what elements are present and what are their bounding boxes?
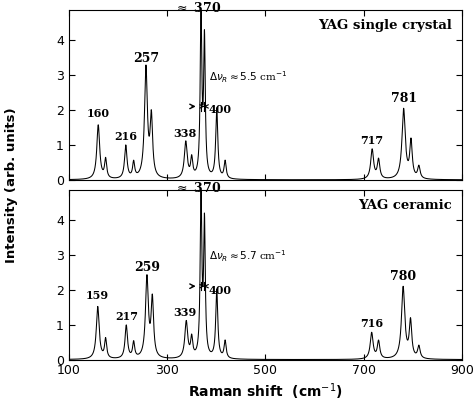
Text: 160: 160	[87, 108, 110, 119]
Text: $\approx$ 370: $\approx$ 370	[174, 1, 221, 15]
Text: 216: 216	[114, 131, 137, 142]
Text: 400: 400	[208, 104, 231, 115]
Text: YAG ceramic: YAG ceramic	[358, 199, 452, 212]
Text: 259: 259	[134, 261, 160, 274]
Text: Intensity (arb. units): Intensity (arb. units)	[5, 107, 18, 263]
Text: $\Delta\nu_R \approx 5.7$ cm$^{-1}$: $\Delta\nu_R \approx 5.7$ cm$^{-1}$	[209, 249, 287, 264]
Text: 217: 217	[115, 311, 138, 322]
Text: 339: 339	[173, 307, 197, 319]
Text: 400: 400	[208, 285, 231, 296]
Text: YAG single crystal: YAG single crystal	[319, 19, 452, 32]
Text: 717: 717	[361, 134, 384, 145]
Text: 716: 716	[360, 318, 383, 329]
Text: 338: 338	[173, 127, 196, 139]
Text: 780: 780	[390, 270, 416, 284]
X-axis label: Raman shift  (cm$^{-1}$): Raman shift (cm$^{-1}$)	[188, 382, 343, 402]
Text: 781: 781	[391, 92, 417, 105]
Text: 159: 159	[86, 290, 109, 301]
Text: $\Delta\nu_R \approx 5.5$ cm$^{-1}$: $\Delta\nu_R \approx 5.5$ cm$^{-1}$	[209, 69, 288, 85]
Text: 257: 257	[133, 52, 159, 65]
Text: $\approx$ 370: $\approx$ 370	[174, 180, 221, 194]
